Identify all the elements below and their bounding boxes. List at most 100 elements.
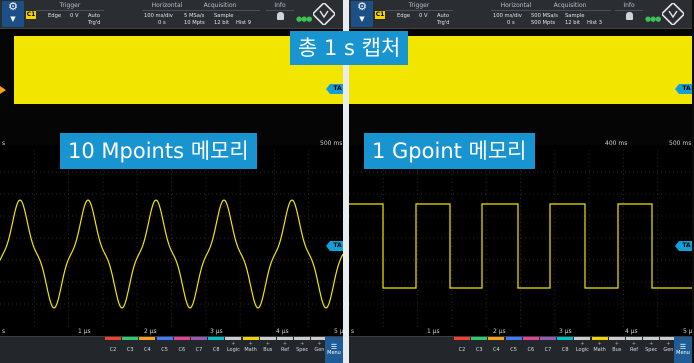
acq-bits: 12 bit xyxy=(214,20,230,26)
bottom-item-c2[interactable]: C2 xyxy=(109,347,117,353)
axis-tick-label: s xyxy=(2,328,6,335)
ta-marker-lower[interactable]: TA xyxy=(675,241,692,251)
bottom-item-bus[interactable]: Bus xyxy=(263,347,273,353)
bottom-item-spec[interactable]: Spec xyxy=(645,347,658,353)
bottom-item-c8[interactable]: C8 xyxy=(561,347,569,353)
scope-panel-left: ⚙ ▼ C1 Trigger Edge 0 V Auto Trg'd Horizo… xyxy=(0,0,343,363)
bottom-item-c3[interactable]: C3 xyxy=(126,347,134,353)
channel-badge[interactable]: C1 xyxy=(375,11,385,19)
trigger-mode: Auto xyxy=(437,13,450,19)
bottom-item-math[interactable]: Math xyxy=(593,347,606,353)
acq-hist: Hist 9 xyxy=(236,20,252,26)
bottom-item-color-bar xyxy=(488,337,505,340)
bell-icon[interactable] xyxy=(626,12,633,20)
add-icon: + xyxy=(248,341,253,347)
axis-tick-label: 1 µs xyxy=(427,328,440,335)
bottom-item-color-bar xyxy=(191,337,207,340)
bottom-item-color-bar xyxy=(660,337,677,340)
horizontal-section[interactable]: Horizontal 100 ms/div 0 s xyxy=(142,0,192,28)
horizontal-scale: 100 ms/div xyxy=(493,13,522,19)
zoom-waveform-area[interactable] xyxy=(0,150,343,328)
bottom-item-gen[interactable]: Gen xyxy=(663,347,674,353)
trigger-type: Edge xyxy=(48,13,62,19)
trigger-section[interactable]: Trigger Edge 0 V Auto Trg'd xyxy=(385,0,453,28)
bottom-item-logic[interactable]: Logic xyxy=(575,347,589,353)
bottom-item-ref[interactable]: Ref xyxy=(629,347,639,353)
acq-points: 500 Mpts xyxy=(531,20,556,26)
bottom-item-color-bar xyxy=(471,337,488,340)
trigger-level: 0 V xyxy=(70,13,79,19)
settings-gear-icon[interactable]: ⚙ ▼ xyxy=(2,1,24,27)
status-dots-icon: ●●● xyxy=(296,15,312,23)
acquisition-section[interactable]: Acquisition 500 MSa/s 500 Mpts Sample 12… xyxy=(529,0,611,28)
trigger-header: Trigger xyxy=(36,2,104,11)
axis-tick-label: 2 µs xyxy=(144,328,157,335)
bottom-item-color-bar xyxy=(139,337,156,340)
ta-marker-lower[interactable]: TA xyxy=(326,241,343,251)
horizontal-section[interactable]: Horizontal 100 ms/div 0 s xyxy=(491,0,541,28)
acquisition-section[interactable]: Acquisition 5 MSa/s 10 Mpts Sample 12 bi… xyxy=(180,0,260,28)
channel-badge[interactable]: C1 xyxy=(26,11,36,19)
add-icon: + xyxy=(597,341,602,347)
bottom-item-color-bar xyxy=(626,337,642,340)
bottom-item-color-bar xyxy=(591,337,608,340)
rohde-schwarz-logo-icon xyxy=(662,3,684,25)
menu-button[interactable]: ☰ Menu xyxy=(674,337,692,363)
bottom-item-c8[interactable]: C8 xyxy=(212,347,220,353)
bottom-item-c6[interactable]: C6 xyxy=(527,347,535,353)
axis-tick-label: 5 µs xyxy=(683,328,692,335)
bottom-item-c4[interactable]: C4 xyxy=(493,347,500,353)
trace-position-marker[interactable] xyxy=(0,86,6,94)
bottom-item-ref[interactable]: Ref xyxy=(280,347,290,353)
square-waveform-plot xyxy=(349,150,692,328)
add-icon: + xyxy=(614,341,619,347)
settings-gear-icon[interactable]: ⚙ ▼ xyxy=(351,1,373,27)
bottom-item-color-bar xyxy=(156,337,173,340)
upper-axis-left: s xyxy=(2,140,6,147)
bottom-item-logic[interactable]: Logic xyxy=(226,347,240,353)
horizontal-header: Horizontal xyxy=(142,2,192,11)
info-section[interactable]: Info xyxy=(266,0,294,28)
bottom-item-c6[interactable]: C6 xyxy=(178,347,186,353)
bottom-item-color-bar xyxy=(277,337,293,340)
bottom-item-c4[interactable]: C4 xyxy=(144,347,151,353)
bottom-item-math[interactable]: Math xyxy=(244,347,257,353)
axis-tick-label: 1 µs xyxy=(78,328,91,335)
bottom-item-spec[interactable]: Spec xyxy=(296,347,309,353)
menu-label: Menu xyxy=(327,350,341,356)
trigger-header: Trigger xyxy=(385,2,453,11)
add-icon: + xyxy=(265,341,270,347)
ta-marker[interactable]: TA xyxy=(326,84,343,94)
add-icon: + xyxy=(282,341,288,347)
bottom-toolbar: C2 C3 C4 C5 C6 C7 C8 + Logic + Math + Bus + Ref + Spec + G… xyxy=(0,336,343,363)
axis-tick-label: s xyxy=(351,328,355,335)
info-section[interactable]: Info xyxy=(615,0,643,28)
bell-icon[interactable] xyxy=(277,12,284,20)
ta-marker[interactable]: TA xyxy=(675,84,692,94)
axis-tick-label: 3 µs xyxy=(210,328,223,335)
bottom-item-c3[interactable]: C3 xyxy=(475,347,483,353)
add-icon: + xyxy=(317,341,322,347)
bottom-item-c7[interactable]: C7 xyxy=(544,347,552,353)
bottom-item-color-bar xyxy=(540,337,556,340)
bottom-item-c7[interactable]: C7 xyxy=(195,347,203,353)
acq-points: 10 Mpts xyxy=(184,20,205,26)
menu-button[interactable]: ☰ Menu xyxy=(325,337,343,363)
zoom-waveform-area[interactable] xyxy=(349,150,692,328)
panel-divider xyxy=(343,0,349,363)
acq-mode: Sample xyxy=(565,13,585,19)
bottom-toolbar: C2 C3 C4 C5 C6 C7 C8 + Logic + Math + Bus + Ref + Spec + G… xyxy=(349,336,692,363)
trigger-mode-sub: Trg'd xyxy=(88,20,101,26)
menu-icon: ☰ xyxy=(679,343,687,351)
bottom-item-gen[interactable]: Gen xyxy=(314,347,325,353)
toolbar: ⚙ ▼ C1 Trigger Edge 0 V Auto Trg'd Horizo… xyxy=(349,0,692,29)
bottom-item-c5[interactable]: C5 xyxy=(510,347,517,353)
bottom-item-c2[interactable]: C2 xyxy=(458,347,466,353)
trigger-section[interactable]: Trigger Edge 0 V Auto Trg'd xyxy=(36,0,104,28)
bottom-item-bus[interactable]: Bus xyxy=(612,347,622,353)
bottom-item-c5[interactable]: C5 xyxy=(161,347,168,353)
acquisition-header: Acquisition xyxy=(529,2,611,11)
capture-duration-label: 총 1 s 캡처 xyxy=(290,31,409,65)
bottom-item-color-bar xyxy=(311,337,328,340)
square-trace xyxy=(349,203,692,289)
